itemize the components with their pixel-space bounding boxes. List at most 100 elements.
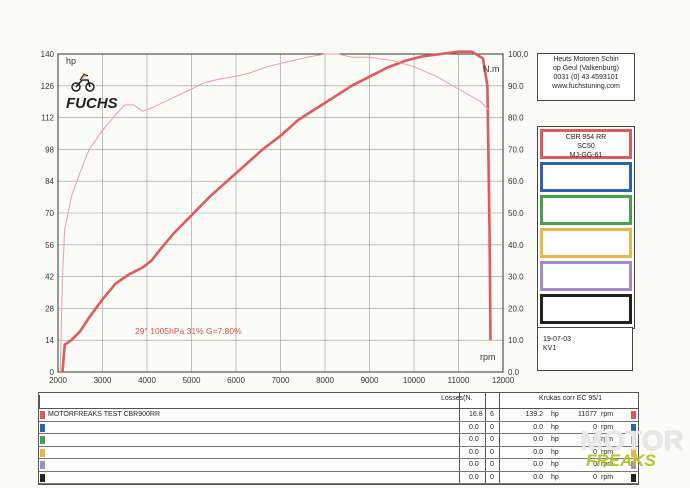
row-hp: 0.0 xyxy=(533,423,543,431)
results-table: Losses(N. Krukas corr EC 95/1 MOTORFREAK… xyxy=(38,392,639,485)
hp-tick-label: 140 xyxy=(41,50,55,59)
torque-curve xyxy=(59,53,490,373)
rpm-axis-label: rpm xyxy=(480,352,496,362)
row-rpm: 11077 xyxy=(578,411,597,418)
nm-tick-label: 50.0 xyxy=(508,209,524,218)
nm-axis-label: N.m xyxy=(483,64,500,74)
row-rpm-unit: rpm xyxy=(601,411,614,418)
row-color-marker xyxy=(40,461,45,469)
row-loss: 0.0 xyxy=(469,473,479,481)
nm-tick-label: 100.0 xyxy=(508,50,529,59)
x-tick-label: 12000 xyxy=(492,376,515,385)
row-hp: 139.2 xyxy=(525,411,543,418)
dealer-location: op Geul (Valkenburg) xyxy=(552,65,620,72)
nm-tick-label: 20.0 xyxy=(508,304,524,313)
hp-tick-label: 14 xyxy=(45,336,54,345)
row-color-marker xyxy=(40,448,45,457)
hp-tick-label: 28 xyxy=(45,304,54,313)
dealer-phone: 0031 (0) 43 4593101 xyxy=(553,74,619,81)
hp-tick-label: 112 xyxy=(41,114,54,123)
nm-tick-label: 60.0 xyxy=(508,177,524,186)
bike-model: CBR 954 RR xyxy=(565,134,607,141)
row-label: MOTORFREAKS TEST CBR900RR xyxy=(48,411,161,418)
swatch-green xyxy=(540,195,632,225)
hp-tick-label: 98 xyxy=(45,145,54,154)
hp-tick-label: 84 xyxy=(45,177,54,186)
swatch-red: CBR 954 RR SC50 MJ-GG-61 xyxy=(540,129,632,159)
table-row: 0.0 0 0.0 hp 0 rpm xyxy=(39,422,638,434)
test-conditions: 29° 1005hPa 31% G=7.80% xyxy=(135,326,242,336)
correction-header: Krukas corr EC 95/1 xyxy=(539,395,603,402)
bike-info-panel: CBR 954 RR SC50 MJ-GG-61 xyxy=(537,126,635,329)
x-tick-label: 7000 xyxy=(272,376,290,385)
run-info-box: 19-07-03 KV1 xyxy=(537,327,633,371)
row-hp: 0.0 xyxy=(533,448,543,456)
row-hp-unit: hp xyxy=(551,473,559,481)
dealer-name: Heuts Motoren Schin xyxy=(553,56,619,63)
nm-tick-label: 70.0 xyxy=(508,145,524,154)
row-hp: 0.0 xyxy=(533,461,543,468)
hp-tick-label: 70 xyxy=(45,209,54,218)
row-rpm-unit: rpm xyxy=(601,423,614,431)
row-rpm: 0 xyxy=(593,473,597,481)
row-loss: 0.0 xyxy=(469,448,479,456)
power-curve xyxy=(61,50,492,373)
x-tick-label: 4000 xyxy=(138,376,156,385)
table-row: 0.0 0 0.0 hp 0 rpm xyxy=(39,434,638,447)
nm-tick-label: 40.0 xyxy=(508,241,524,250)
row-hp-unit: hp xyxy=(551,411,559,418)
row-color-marker-right xyxy=(631,473,636,482)
row-rpm: 0 xyxy=(593,461,597,468)
swatch-purple xyxy=(540,261,632,291)
row-n: 0 xyxy=(490,448,494,456)
watermark-line2: FREAKS xyxy=(586,451,656,470)
row-color-marker xyxy=(40,473,45,482)
row-n: 0 xyxy=(490,461,494,468)
nm-tick-label: 10.0 xyxy=(508,336,524,345)
motorfreaks-watermark: MOTOR FREAKS xyxy=(580,427,684,470)
row-n: 0 xyxy=(490,423,494,431)
row-rpm: 0 xyxy=(593,436,597,443)
nm-tick-label: 30.0 xyxy=(508,273,524,282)
chart-curves xyxy=(59,50,492,373)
row-loss: 0.0 xyxy=(469,461,479,468)
dealer-website: www.fuchstuning.com xyxy=(552,83,620,90)
hp-tick-label: 42 xyxy=(45,273,54,282)
run-date: 19-07-03 xyxy=(543,336,572,343)
x-tick-label: 3000 xyxy=(94,376,112,385)
dealer-info-box: Heuts Motoren Schin op Geul (Valkenburg)… xyxy=(537,53,635,101)
table-row: MOTORFREAKS TEST CBR900RR 16.8 6 139.2 hp 110… xyxy=(39,409,638,422)
table-row: 0.0 0 0.0 hp 0 rpm xyxy=(39,447,638,459)
x-tick-label: 6000 xyxy=(227,376,245,385)
nm-tick-label: 90.0 xyxy=(508,82,524,91)
hp-tick-label: 126 xyxy=(41,82,55,91)
row-hp-unit: hp xyxy=(551,448,559,456)
nm-tick-label: 0.0 xyxy=(508,368,520,377)
row-color-marker xyxy=(40,423,45,432)
x-tick-label: 9000 xyxy=(361,376,379,385)
hp-axis-label: hp xyxy=(66,56,76,66)
swatch-black xyxy=(540,294,632,324)
swatch-blue xyxy=(540,162,632,192)
row-rpm-unit: rpm xyxy=(601,448,614,456)
table-row: 0.0 0 0.0 hp 0 rpm xyxy=(39,459,638,472)
x-tick-label: 2000 xyxy=(49,376,67,385)
row-hp-unit: hp xyxy=(551,461,559,468)
row-n: 6 xyxy=(490,411,494,418)
nm-tick-label: 80.0 xyxy=(508,114,524,123)
plot-frame xyxy=(57,53,504,373)
row-color-marker-right xyxy=(631,448,636,457)
hp-tick-label: 56 xyxy=(45,241,54,250)
x-tick-label: 10000 xyxy=(403,376,426,385)
row-rpm: 0 xyxy=(593,423,597,431)
x-tick-label: 11000 xyxy=(448,376,470,385)
row-hp-unit: hp xyxy=(551,423,559,431)
row-rpm-unit: rpm xyxy=(601,473,614,481)
run-code: KV1 xyxy=(543,345,557,352)
row-color-marker-right xyxy=(631,461,636,469)
row-n: 0 xyxy=(490,436,494,443)
bike-plate: MJ-GG-61 xyxy=(569,152,603,159)
fuchs-logo: FUCHS xyxy=(66,73,118,112)
chart-axes: 2000 3000 4000 5000 6000 7000 8000 9000 10000 110… xyxy=(41,50,529,385)
